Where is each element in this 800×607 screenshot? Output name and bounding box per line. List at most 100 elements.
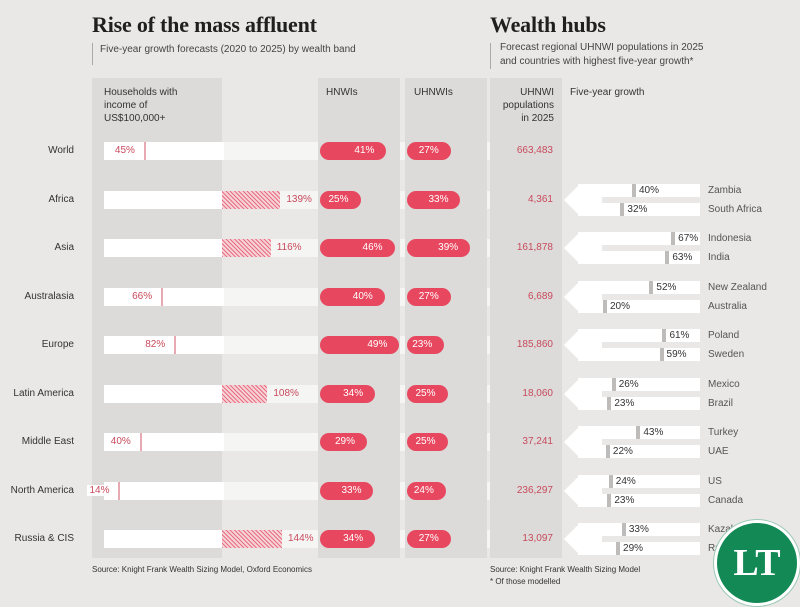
uhnwis-bar-asia [407,239,471,257]
row-label-world: World [48,145,74,156]
households-header-line1: Households with [104,87,178,98]
hub-bar-us [608,474,613,488]
uhnwis-bar-australasia [407,287,451,306]
hub-bar-australia [603,299,607,313]
uhnwis-value-asia: 39% [438,242,459,253]
uhnwis-bar-world [407,142,451,160]
hub-country-zambia: Zambia [708,184,742,196]
households-value-world: 45% [112,145,137,156]
row-label-asia: Asia [54,242,74,253]
hub-country-brazil: Brazil [708,397,734,409]
hub-bar-sweden [659,348,664,361]
left-subtitle: Five-year growth forecasts (2020 to 2025… [100,44,356,55]
hub-value-zambia: 40% [639,184,660,196]
households-bar-north-america [118,481,121,500]
households-value-africa: 139% [286,193,312,205]
lt-logo: LT [714,520,800,606]
right-footnote: * Of those modelled [490,577,561,586]
growth-header: Five-year growth [570,87,645,98]
hub-bar-russia [616,542,621,555]
hub-value-south-africa: 32% [627,203,648,215]
hub-track-poland [578,329,700,342]
hub-country-south-africa: South Africa [708,203,762,215]
row-label-russia-cis: Russia & CIS [14,533,74,544]
hnwis-bar-australasia [320,287,385,306]
households-track-north-america [104,481,224,500]
uhnwis-bar-north-america [407,481,446,500]
uhnwis-bar-latin-america [407,384,448,403]
households-bar-asia [222,239,271,257]
hub-country-australia: Australia [708,300,747,312]
hub-bar-canada [607,493,612,507]
hub-value-turkey: 43% [643,427,664,438]
hub-country-turkey: Turkey [708,427,739,438]
hnwis-bar-latin-america [320,384,376,403]
hub-track-mexico [578,377,700,391]
households-value-europe: 82% [143,339,168,350]
households-bar-africa [222,190,281,209]
hub-track-zambia [578,183,700,197]
households-track-russia-cis [104,530,224,548]
hub-track-us [578,474,700,488]
hnwis-bar-middle-east [320,433,367,451]
households-value-russia-cis: 144% [288,533,314,544]
households-value-asia: 116% [276,242,302,253]
hub-value-mexico: 26% [618,378,639,390]
hub-value-canada: 23% [614,494,635,506]
left-title: Rise of the mass affluent [92,12,317,37]
uhnwis-value-europe: 23% [412,339,433,350]
hub-bar-indonesia [671,232,676,245]
hub-track-sweden [578,348,700,361]
population-value-world: 663,483 [516,145,553,156]
hub-bar-mexico [611,377,616,391]
hnwis-bar-africa [320,190,361,209]
hub-track-indonesia [578,232,700,245]
hub-bar-poland [662,329,667,342]
left-source: Source: Knight Frank Wealth Sizing Model… [92,565,312,574]
hnwis-header: HNWIs [326,87,358,98]
hub-value-australia: 20% [610,300,631,312]
row-label-australasia: Australasia [24,290,74,302]
hub-country-sweden: Sweden [708,349,745,360]
households-header-line2: income of [104,100,148,111]
right-subtitle-rule [490,43,491,69]
hub-track-india [578,251,700,264]
hnwis-value-europe: 49% [367,339,388,350]
population-value-asia: 161,878 [516,242,553,253]
hub-bar-new-zealand [649,280,654,294]
uhnwis-value-latin-america: 25% [415,387,436,399]
households-value-latin-america: 108% [273,387,299,399]
uhnwis-bar-africa [407,190,461,209]
population-value-north-america: 236,297 [516,484,553,496]
population-value-latin-america: 18,060 [522,387,553,399]
uhnwis-value-world: 27% [418,145,439,156]
right-subtitle-line1: Forecast regional UHNWI populations in 2… [500,42,704,53]
population-value-russia-cis: 13,097 [522,533,553,544]
hub-bar-south-africa [620,202,625,216]
households-bar-russia-cis [222,530,282,548]
population-header-line3: in 2025 [521,113,554,124]
hub-country-mexico: Mexico [708,378,740,390]
logo-text: LT [733,542,781,584]
hub-country-indonesia: Indonesia [708,233,752,244]
hub-bar-brazil [607,396,612,410]
hub-track-canada [578,493,700,507]
hub-track-brazil [578,396,700,410]
households-track-latin-america [104,384,224,403]
households-bar-latin-america [222,384,268,403]
right-source: Source: Knight Frank Wealth Sizing Model [490,565,641,574]
households-value-middle-east: 40% [108,436,133,447]
hub-track-uae [578,445,700,458]
right-title: Wealth hubs [490,12,606,37]
hub-value-uae: 22% [612,446,633,457]
row-label-africa: Africa [48,193,74,205]
hub-bar-zambia [632,183,636,197]
population-value-europe: 185,860 [516,339,553,350]
row-label-middle-east: Middle East [21,436,74,447]
households-track-australasia [104,287,224,306]
left-subtitle-rule [92,43,93,65]
hub-country-poland: Poland [708,330,740,341]
uhnwis-header: UHNWIs [414,87,453,98]
hub-track-russia [578,542,700,555]
